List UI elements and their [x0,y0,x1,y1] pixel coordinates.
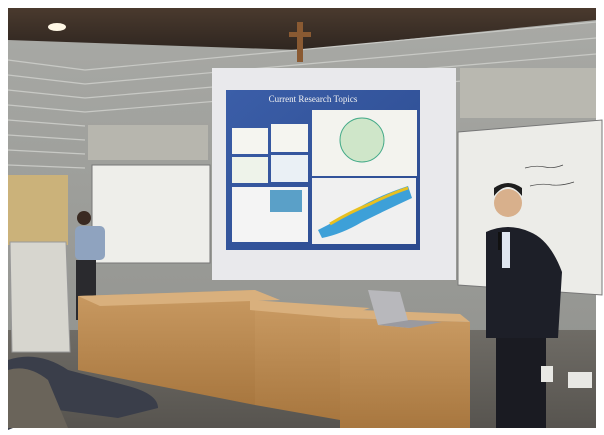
wall-panel [460,68,596,118]
desk-top [78,290,280,306]
desk [340,318,470,428]
ceiling-light [48,23,66,31]
cross [289,22,311,62]
desk [255,304,340,420]
scene: Current Research Topics [7,8,603,430]
podium [9,241,71,353]
desk-top [250,300,370,318]
speaker [486,183,562,428]
whiteboard-left [91,164,211,264]
wall-door [8,175,68,245]
laptop [368,290,442,328]
wall-panel [88,125,208,160]
whiteboard-scribble [524,164,575,187]
audience-member [8,356,158,430]
desk [78,290,255,405]
outlet [541,366,553,382]
slide-title: Current Research Topics [269,94,358,104]
slide-figures [232,110,417,244]
outlet [568,372,592,388]
